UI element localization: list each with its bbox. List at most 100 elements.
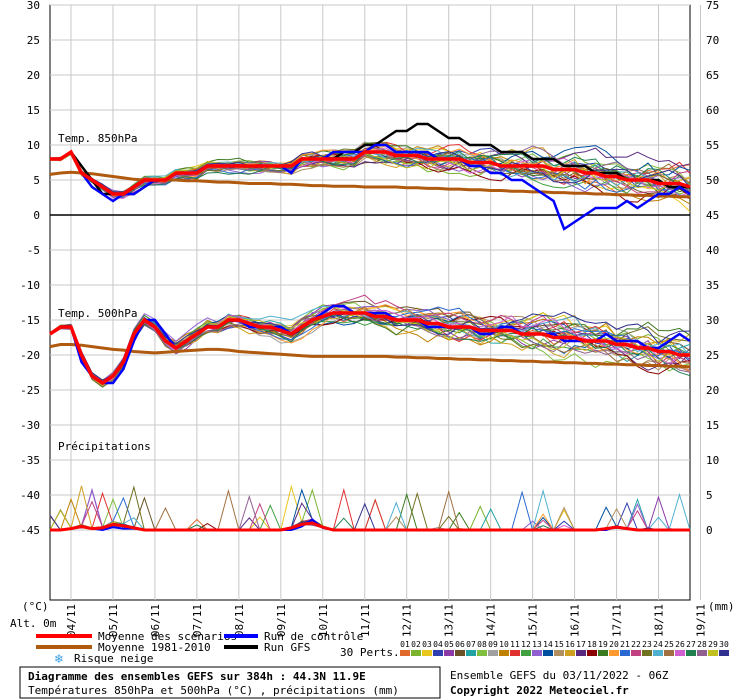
left-tick-label: -25: [20, 384, 40, 397]
x-tick-label: 18/11: [653, 604, 666, 637]
info-box: [19, 666, 441, 699]
pert-legend-swatch: [433, 650, 443, 656]
x-tick-label: 17/11: [611, 604, 624, 637]
pert-legend-label: 07: [466, 640, 476, 649]
pert-legend-swatch: [576, 650, 586, 656]
x-tick-label: 19/11: [694, 604, 707, 637]
pert-legend-label: 02: [411, 640, 421, 649]
left-tick-label: 15: [27, 104, 40, 117]
mean-precip-line: [50, 521, 690, 532]
pert-legend-swatch: [488, 650, 498, 656]
legend-label-run-gfs: Run GFS: [264, 641, 310, 654]
altitude-label: Alt. 0m: [10, 617, 57, 630]
left-tick-label: -5: [27, 244, 40, 257]
pert-legend-swatch: [411, 650, 421, 656]
pert-legend-swatch: [587, 650, 597, 656]
right-tick-label: 55: [706, 139, 719, 152]
left-tick-label: -40: [20, 489, 40, 502]
pert-legend-label: 29: [708, 640, 718, 649]
mean-t500-line: [49, 311, 690, 386]
right-tick-label: 5: [706, 489, 713, 502]
chart-subtitle: Températures 850hPa et 500hPa (°C) , pré…: [28, 684, 399, 697]
x-tick-label: 04/11: [65, 604, 78, 637]
right-tick-label: 20: [706, 384, 719, 397]
panel-label-t500: Temp. 500hPa: [58, 307, 137, 320]
pert-legend-swatch: [477, 650, 487, 656]
pert-legend-swatch: [532, 650, 542, 656]
right-tick-label: 40: [706, 244, 719, 257]
left-tick-label: 20: [27, 69, 40, 82]
pert-legend-swatch: [422, 650, 432, 656]
x-tick-label: 10/11: [317, 604, 330, 637]
right-tick-label: 50: [706, 174, 719, 187]
right-tick-label: 0: [706, 524, 713, 537]
x-tick-label: 16/11: [569, 604, 582, 637]
pert-legend-label: 20: [609, 640, 619, 649]
right-tick-label: 45: [706, 209, 719, 222]
right-tick-label: 70: [706, 34, 719, 47]
left-axis-unit: (°C): [22, 600, 49, 613]
left-tick-label: 30: [27, 0, 40, 12]
left-tick-label: -15: [20, 314, 40, 327]
pert-legend-label: 04: [433, 640, 443, 649]
pert-legend-swatch: [400, 650, 410, 656]
snowflake-icon: ❄: [54, 652, 64, 666]
pert-legend-swatch: [631, 650, 641, 656]
left-tick-label: 10: [27, 139, 40, 152]
pert-legend-swatch: [455, 650, 465, 656]
plot-area: [49, 4, 691, 601]
chart-title: Diagramme des ensembles GEFS sur 384h : …: [28, 670, 366, 683]
ensemble-run-info: Ensemble GEFS du 03/11/2022 - 06Z: [450, 669, 669, 682]
pert-legend-swatch: [642, 650, 652, 656]
right-tick-label: 60: [706, 104, 719, 117]
pert-legend-label: 27: [686, 640, 696, 649]
left-tick-label: 25: [27, 34, 40, 47]
pert-legend-swatch: [675, 650, 685, 656]
pert-legend-swatch: [466, 650, 476, 656]
pert-legend-label: 16: [565, 640, 575, 649]
right-tick-label: 10: [706, 454, 719, 467]
pert-legend-swatch: [664, 650, 674, 656]
pert-legend-label: 12: [521, 640, 531, 649]
pert-legend-swatch: [543, 650, 553, 656]
legend-label-risque-neige: Risque neige: [74, 652, 153, 665]
pert-legend-label: 26: [675, 640, 685, 649]
right-tick-label: 15: [706, 419, 719, 432]
right-tick-label: 30: [706, 314, 719, 327]
left-tick-label: -30: [20, 419, 40, 432]
pert-legend-label: 23: [642, 640, 652, 649]
panel-label-t850: Temp. 850hPa: [58, 132, 137, 145]
left-tick-label: 5: [33, 174, 40, 187]
pert-legend-label: 30: [719, 640, 729, 649]
pert-legend-label: 28: [697, 640, 707, 649]
x-tick-label: 15/11: [527, 604, 540, 637]
pert-legend-label: 14: [543, 640, 553, 649]
pert-legend-label: 13: [532, 640, 542, 649]
pert-legend-label: 01: [400, 640, 410, 649]
right-tick-label: 75: [706, 0, 719, 12]
pert-legend-label: 19: [598, 640, 608, 649]
climatology-t500-line: [49, 343, 691, 369]
x-tick-label: 13/11: [443, 604, 456, 637]
x-tick-label: 09/11: [275, 604, 288, 637]
x-tick-label: 07/11: [191, 604, 204, 637]
pert-legend-label: 17: [576, 640, 586, 649]
pert-legend-label: 06: [455, 640, 465, 649]
pert-legend-swatch: [697, 650, 707, 656]
pert-legend-label: 08: [477, 640, 487, 649]
panel-label-precip: Précipitations: [58, 440, 151, 453]
pert-legend-label: 18: [587, 640, 597, 649]
right-tick-label: 25: [706, 349, 719, 362]
pert-legend-swatch: [609, 650, 619, 656]
legend-label-run-controle: Run de contrôle: [264, 630, 363, 643]
pert-legend-swatch: [521, 650, 531, 656]
left-tick-label: -20: [20, 349, 40, 362]
x-tick-label: 12/11: [401, 604, 414, 637]
pert-legend-label: 05: [444, 640, 454, 649]
copyright: Copyright 2022 Meteociel.fr: [450, 684, 629, 697]
pert-line-t500: [49, 308, 691, 384]
pert-legend-label: 25: [664, 640, 674, 649]
right-tick-label: 35: [706, 279, 719, 292]
pert-legend-label: 22: [631, 640, 641, 649]
